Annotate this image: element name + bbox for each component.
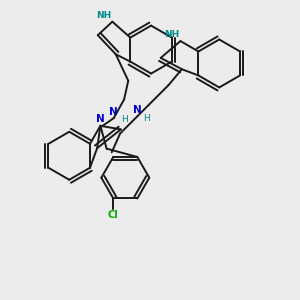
Text: NH: NH	[96, 11, 111, 20]
Text: N: N	[109, 107, 118, 117]
Text: H: H	[121, 115, 128, 124]
Text: Cl: Cl	[108, 210, 119, 220]
Text: N: N	[133, 105, 141, 115]
Text: NH: NH	[164, 30, 179, 39]
Text: H: H	[143, 114, 150, 123]
Text: N: N	[96, 114, 105, 124]
